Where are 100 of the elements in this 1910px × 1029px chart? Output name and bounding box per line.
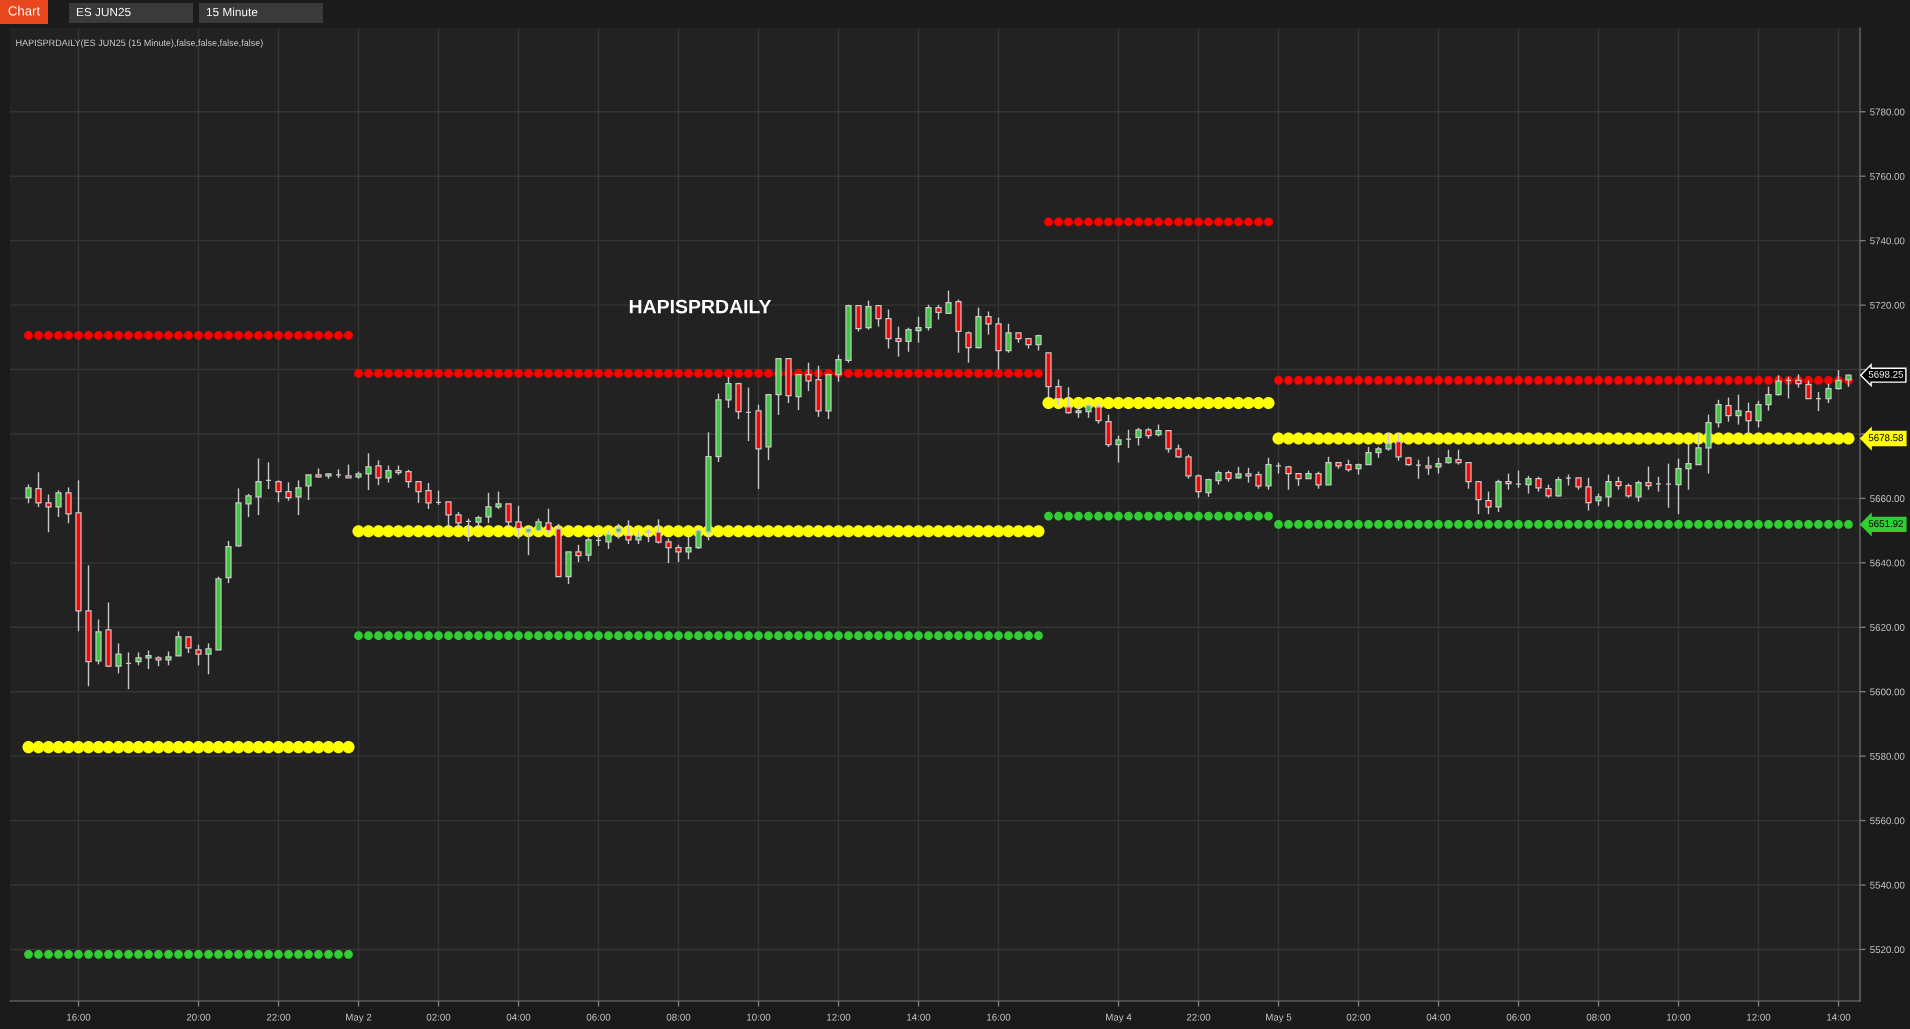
x-tick-label: 14:00 bbox=[1827, 1013, 1851, 1021]
x-tick-label: 08:00 bbox=[1586, 1013, 1611, 1021]
x-tick-label: 06:00 bbox=[1506, 1013, 1531, 1021]
x-tick-label: May 2 bbox=[346, 1013, 372, 1023]
candlestick bbox=[375, 459, 382, 486]
candlestick bbox=[1465, 461, 1472, 490]
text: 15 Minute bbox=[206, 7, 258, 17]
candlestick bbox=[195, 643, 202, 666]
y-tick-label: 5720.00 bbox=[1870, 301, 1905, 309]
candlestick bbox=[1635, 479, 1642, 503]
x-tick-label: 10:00 bbox=[1667, 1013, 1691, 1021]
candlestick bbox=[985, 310, 992, 336]
candlestick bbox=[65, 486, 72, 524]
candlestick bbox=[1485, 490, 1492, 515]
y-tick-label: 5540.00 bbox=[1870, 881, 1905, 889]
candlestick bbox=[1425, 455, 1432, 476]
candlestick bbox=[415, 480, 422, 504]
candlestick bbox=[55, 489, 62, 518]
candlestick bbox=[1265, 457, 1272, 491]
candlestick bbox=[1645, 465, 1652, 491]
candlestick bbox=[305, 474, 312, 501]
candlestick bbox=[45, 493, 52, 533]
candlestick bbox=[485, 492, 492, 524]
y-tick-label: 5580.00 bbox=[1870, 752, 1905, 760]
x-tick-label: May 5 bbox=[1266, 1013, 1292, 1023]
candlestick bbox=[885, 308, 892, 350]
candlestick bbox=[855, 305, 862, 333]
x-tick-label: May 4 bbox=[1106, 1013, 1132, 1023]
candlestick bbox=[1695, 431, 1702, 466]
candlestick bbox=[1715, 399, 1722, 429]
x-tick-label: 22:00 bbox=[1186, 1013, 1211, 1021]
candlestick bbox=[1585, 477, 1592, 512]
y-tick-label: 5560.00 bbox=[1870, 817, 1905, 825]
candlestick bbox=[275, 479, 282, 503]
candlestick bbox=[205, 642, 212, 675]
candlestick bbox=[945, 289, 952, 315]
candlestick bbox=[525, 526, 532, 556]
candlestick bbox=[175, 630, 182, 657]
text: HAPISPRDAILY(ES JUN25 (15 Minute),false,false,false,false) bbox=[16, 39, 263, 48]
candlestick bbox=[1735, 393, 1742, 426]
x-tick-label: 08:00 bbox=[666, 1013, 691, 1021]
y-tick-label: 5740.00 bbox=[1870, 237, 1905, 245]
x-tick-label: 02:00 bbox=[426, 1013, 451, 1021]
y-tick-label: 5640.00 bbox=[1870, 559, 1905, 567]
candlestick bbox=[655, 518, 662, 545]
x-tick-label: 04:00 bbox=[506, 1013, 531, 1021]
candlestick bbox=[925, 304, 932, 332]
candlestick bbox=[1745, 402, 1752, 435]
y-tick-label: 5520.00 bbox=[1870, 946, 1905, 954]
x-tick-label: 06:00 bbox=[586, 1013, 611, 1021]
x-tick-label: 12:00 bbox=[827, 1013, 851, 1021]
text: 5698.25 bbox=[1868, 370, 1904, 378]
candlestick bbox=[1005, 323, 1012, 354]
candlestick bbox=[35, 471, 42, 508]
candlestick bbox=[915, 315, 922, 344]
candlestick bbox=[1475, 480, 1482, 515]
candlestick bbox=[865, 299, 872, 331]
x-tick-label: 14:00 bbox=[907, 1013, 931, 1021]
data-label: 5678.58 bbox=[1868, 434, 1904, 442]
text: HAPISPRDAILY bbox=[629, 299, 772, 314]
candlestick bbox=[445, 501, 452, 528]
x-tick-label: 16:00 bbox=[67, 1013, 91, 1021]
candlestick bbox=[1095, 402, 1102, 425]
candlestick bbox=[1605, 473, 1612, 508]
candlestick bbox=[1065, 386, 1072, 415]
candlestick bbox=[605, 529, 612, 550]
candlestick bbox=[1165, 430, 1172, 454]
candlestick bbox=[1675, 458, 1682, 515]
candlestick bbox=[1725, 396, 1732, 423]
candlestick bbox=[245, 493, 252, 518]
candlestick bbox=[1765, 385, 1772, 412]
candlestick bbox=[295, 479, 302, 516]
candlestick bbox=[515, 505, 522, 540]
x-tick-label: 16:00 bbox=[987, 1013, 1011, 1021]
candlestick bbox=[145, 649, 152, 670]
y-tick-label: 5760.00 bbox=[1870, 172, 1905, 180]
candlestick bbox=[1115, 434, 1122, 464]
candlestick bbox=[545, 508, 552, 535]
candlestick bbox=[685, 536, 692, 560]
text: Chart bbox=[8, 5, 41, 16]
candlestick bbox=[1555, 476, 1562, 498]
x-tick-label: 04:00 bbox=[1426, 1013, 1451, 1021]
data-label: 5651.92 bbox=[1868, 520, 1903, 528]
candlestick bbox=[1755, 400, 1762, 429]
candlestick bbox=[905, 326, 912, 353]
candlestick bbox=[1185, 453, 1192, 480]
candlestick bbox=[1805, 379, 1812, 400]
text: ES JUN25 bbox=[76, 7, 131, 17]
candlestick bbox=[665, 537, 672, 564]
candlestick bbox=[585, 537, 592, 562]
x-tick-label: 10:00 bbox=[747, 1013, 771, 1021]
candlestick bbox=[365, 452, 372, 491]
candlestick bbox=[255, 457, 262, 516]
x-tick-label: 02:00 bbox=[1346, 1013, 1371, 1021]
candlestick bbox=[405, 469, 412, 489]
candlestick bbox=[25, 483, 32, 504]
x-tick-label: 20:00 bbox=[186, 1013, 211, 1021]
x-tick-label: 12:00 bbox=[1747, 1013, 1771, 1021]
candlestick bbox=[1325, 456, 1332, 486]
candlestick bbox=[285, 481, 292, 502]
